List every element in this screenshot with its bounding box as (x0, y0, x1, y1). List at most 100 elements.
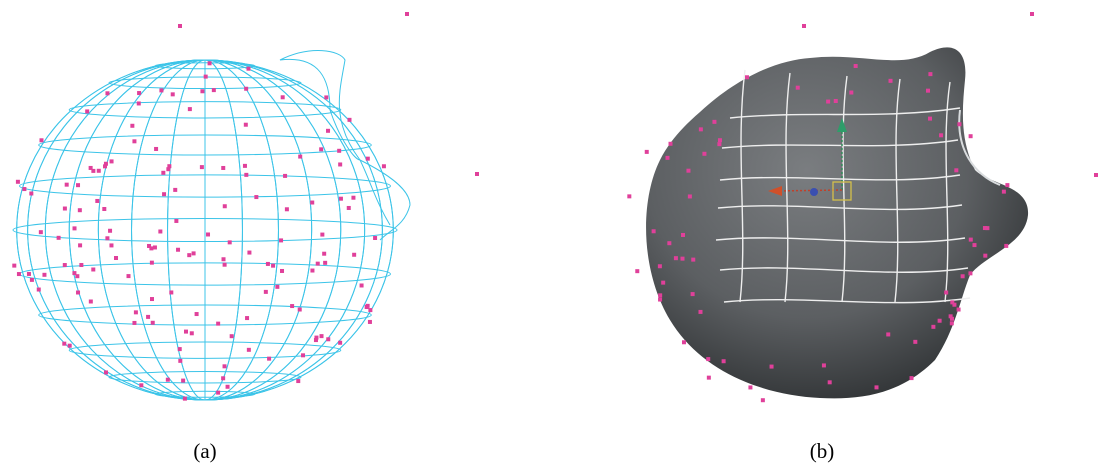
control-point (246, 66, 251, 71)
control-point (968, 134, 973, 139)
control-point (15, 179, 20, 184)
axis-y-arrow (837, 118, 847, 132)
control-point (475, 172, 479, 176)
control-point (246, 347, 251, 352)
control-point (154, 146, 159, 151)
control-point (968, 271, 973, 276)
control-point (326, 337, 331, 342)
control-point (200, 89, 205, 94)
control-point (245, 316, 250, 321)
control-point (310, 268, 315, 273)
control-point (103, 161, 108, 166)
control-point (769, 364, 774, 369)
control-point (243, 122, 248, 127)
control-point (75, 274, 80, 279)
control-point (222, 204, 227, 209)
control-point (103, 164, 108, 169)
control-point (174, 218, 179, 223)
control-point (225, 384, 230, 389)
control-point (690, 292, 695, 297)
control-point (130, 123, 135, 128)
control-point (72, 226, 77, 231)
control-point (760, 398, 765, 403)
control-point (178, 358, 183, 363)
control-point (39, 138, 44, 143)
control-point (687, 194, 692, 199)
control-point (78, 243, 83, 248)
control-point (909, 376, 914, 381)
control-point (298, 154, 303, 159)
grid-col (894, 78, 901, 303)
control-point (874, 385, 879, 390)
control-point (668, 141, 673, 146)
control-point (206, 232, 211, 237)
grid-col (944, 81, 951, 303)
wireframe-panel (12, 50, 411, 401)
control-point (216, 390, 221, 395)
parallel (108, 370, 302, 384)
parallel (68, 341, 342, 359)
ridge-highlight (958, 109, 1001, 186)
control-point (706, 357, 711, 362)
control-point (221, 376, 226, 381)
control-point (77, 208, 82, 213)
control-point (222, 364, 227, 369)
control-point (265, 261, 270, 266)
control-point (950, 316, 955, 321)
control-point (667, 241, 672, 246)
control-point (827, 380, 832, 385)
control-point (681, 232, 686, 237)
control-point (29, 277, 34, 282)
control-point (853, 63, 858, 68)
control-point (960, 274, 965, 279)
control-point (95, 198, 100, 203)
control-points (12, 12, 1098, 403)
control-point (158, 229, 163, 234)
control-point (109, 243, 114, 248)
control-point (290, 304, 295, 309)
control-point (948, 314, 953, 319)
control-point (170, 92, 175, 97)
control-point (928, 72, 933, 77)
control-point (62, 206, 67, 211)
control-point (972, 243, 977, 248)
control-point (221, 257, 226, 262)
parallel (38, 304, 372, 326)
control-point (162, 192, 167, 197)
control-point (203, 74, 208, 79)
control-point (323, 260, 328, 265)
control-point (136, 101, 141, 106)
grid-row (715, 237, 966, 243)
control-point (132, 139, 137, 144)
control-point (322, 251, 327, 256)
grid-row (721, 139, 959, 149)
control-point (296, 379, 301, 384)
control-point (297, 307, 302, 312)
bulge (279, 50, 411, 241)
control-point (928, 116, 933, 121)
control-point (351, 195, 356, 200)
control-point (216, 321, 221, 326)
control-point (229, 334, 234, 339)
control-point (338, 162, 343, 167)
control-point (657, 264, 662, 269)
parallel (68, 101, 342, 119)
control-point (957, 122, 962, 127)
control-point (651, 229, 656, 234)
control-point (661, 280, 666, 285)
control-point (126, 274, 131, 279)
control-point (187, 107, 192, 112)
control-point (359, 283, 364, 288)
control-point (275, 284, 280, 289)
control-point (937, 318, 942, 323)
control-point (983, 253, 988, 258)
control-point (91, 267, 96, 272)
control-point (284, 207, 289, 212)
control-point (944, 290, 949, 295)
control-point (109, 159, 114, 164)
control-point (137, 91, 142, 96)
control-point (96, 168, 101, 173)
control-point (365, 156, 370, 161)
